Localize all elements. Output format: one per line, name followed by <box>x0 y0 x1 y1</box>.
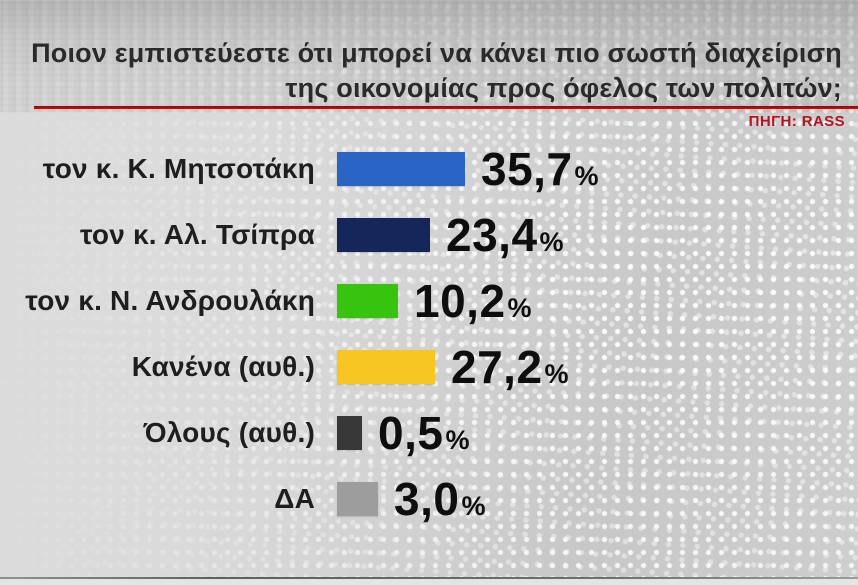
chart-row: τον κ. Ν. Ανδρουλάκη 10,2% <box>0 268 858 334</box>
bar <box>337 284 398 318</box>
value-label: 0,5% <box>378 406 469 460</box>
bottom-strip <box>0 579 858 585</box>
bar <box>337 218 430 252</box>
category-label: τον κ. Κ. Μητσοτάκη <box>42 153 315 184</box>
chart-row: Κανένα (αυθ.) 27,2% <box>0 334 858 400</box>
percent-sign: % <box>507 293 532 323</box>
bottom-divider <box>0 577 858 579</box>
category-label: τον κ. Ν. Ανδρουλάκη <box>25 285 315 316</box>
percent-sign: % <box>461 491 486 521</box>
value-label: 10,2% <box>414 274 532 328</box>
percent-sign: % <box>544 359 569 389</box>
value-number: 27,2 <box>451 341 543 393</box>
percent-sign: % <box>539 227 564 257</box>
chart-row: τον κ. Κ. Μητσοτάκη 35,7% <box>0 136 858 202</box>
category-label: Όλους (αυθ.) <box>143 417 315 448</box>
percent-sign: % <box>574 161 599 191</box>
value-label: 35,7% <box>481 142 599 196</box>
source-label: ΠΗΓΗ: RASS <box>748 113 845 130</box>
bar <box>337 152 465 186</box>
question-title: Ποιον εμπιστεύεστε ότι μπορεί να κάνει π… <box>31 36 842 106</box>
value-number: 23,4 <box>446 209 538 261</box>
chart-row: ΔΑ 3,0% <box>0 466 858 532</box>
category-label: ΔΑ <box>274 483 315 514</box>
chart-row: τον κ. Αλ. Τσίπρα 23,4% <box>0 202 858 268</box>
value-number: 0,5 <box>378 407 444 459</box>
value-label: 27,2% <box>451 340 569 394</box>
category-label: Κανένα (αυθ.) <box>131 351 315 382</box>
value-label: 3,0% <box>394 472 485 526</box>
bar <box>337 482 378 516</box>
bar <box>337 350 435 384</box>
bar <box>337 416 362 450</box>
value-number: 3,0 <box>394 473 460 525</box>
value-number: 10,2 <box>414 275 506 327</box>
value-number: 35,7 <box>481 143 573 195</box>
chart-row: Όλους (αυθ.) 0,5% <box>0 400 858 466</box>
category-label: τον κ. Αλ. Τσίπρα <box>80 219 315 250</box>
title-underline <box>34 106 858 109</box>
percent-sign: % <box>445 425 470 455</box>
question-title-line1: Ποιον εμπιστεύεστε ότι μπορεί να κάνει π… <box>31 38 842 68</box>
value-label: 23,4% <box>446 208 564 262</box>
bar-chart: τον κ. Κ. Μητσοτάκη 35,7% τον κ. Αλ. Τσί… <box>0 136 858 532</box>
question-title-line2: της οικονομίας προς όφελος των πολιτών; <box>285 73 842 103</box>
